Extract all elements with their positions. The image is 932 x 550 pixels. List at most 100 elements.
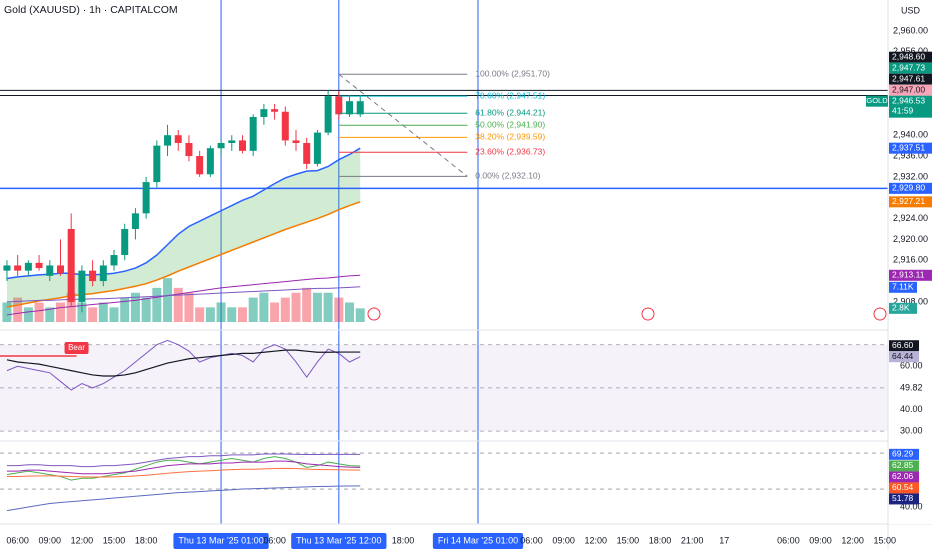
- x-tick-label: 06:00: [6, 535, 29, 545]
- y-tick-label: 40.00: [900, 501, 923, 511]
- candle-body: [206, 148, 214, 175]
- fib-label: 100.00% (2,951.70): [475, 68, 550, 78]
- candle-body: [174, 135, 182, 144]
- x-tick-label: 18:00: [392, 535, 415, 545]
- price-label: 2,948.60: [892, 51, 925, 61]
- fib-label: 50.00% (2,941.90): [475, 120, 545, 130]
- volume-bar: [173, 287, 183, 322]
- candle-body: [35, 262, 43, 269]
- volume-bar: [227, 307, 237, 322]
- volume-bar: [163, 278, 173, 322]
- candle-body: [164, 135, 172, 146]
- fib-trend: [338, 73, 468, 177]
- volume-bar: [248, 297, 258, 322]
- indicator-line: [6, 456, 361, 481]
- candle-body: [153, 145, 161, 183]
- price-label: 2,929.80: [892, 183, 925, 193]
- volume-bar: [34, 302, 44, 322]
- x-tick-label: 09:00: [39, 535, 62, 545]
- volume-bar: [98, 302, 108, 322]
- indicator-line: [6, 349, 361, 377]
- x-tick-label: Thu 13 Mar '25 12:00: [296, 535, 381, 545]
- candle-body: [260, 109, 268, 117]
- x-tick-highlight: [291, 533, 387, 549]
- price-label-box: [889, 269, 932, 281]
- fib-label: 78.60% (2,947.51): [475, 90, 545, 100]
- candle-body: [228, 140, 236, 144]
- indicator-line: [6, 485, 361, 512]
- countdown: 41:59: [892, 105, 914, 115]
- price-label: 2,937.51: [892, 142, 925, 152]
- volume-bar: [312, 292, 322, 322]
- volume-bar: [302, 287, 312, 322]
- indicator-label-box: [889, 448, 919, 460]
- overlay-line: [6, 274, 361, 316]
- indicator-label-box: [889, 471, 919, 483]
- overlay-line: [6, 201, 361, 308]
- fib-label: 61.80% (2,944.21): [475, 108, 545, 118]
- x-tick-label: 12:00: [584, 535, 607, 545]
- volume-bar: [184, 292, 194, 322]
- x-tick-label: 18:00: [135, 535, 158, 545]
- volume-bar: [237, 307, 247, 322]
- x-tick-label: 17: [719, 535, 729, 545]
- price-label-box: [889, 62, 932, 74]
- price-label: 2,927.21: [892, 196, 925, 206]
- y-tick-label: 2,924.00: [893, 213, 928, 223]
- volume-bar: [216, 302, 226, 322]
- candle-body: [346, 101, 354, 115]
- y-tick-label: 60.00: [900, 361, 923, 371]
- y-tick-label: 2,920.00: [893, 234, 928, 244]
- volume-bar: [205, 307, 215, 322]
- volume-bar: [270, 302, 280, 322]
- candle-body: [335, 96, 343, 115]
- volume-bar: [259, 292, 269, 322]
- y-tick-label: 2,960.00: [893, 25, 928, 35]
- volume-bar: [323, 292, 333, 322]
- candle-body: [313, 132, 321, 164]
- price-label-box: [889, 196, 932, 208]
- volume-bar: [13, 297, 23, 322]
- candle-body: [99, 265, 107, 282]
- candle-body: [196, 156, 204, 175]
- volume-label-box: [889, 281, 917, 293]
- volume-label: 2.8K: [892, 303, 910, 313]
- price-label-box: [889, 182, 932, 194]
- candle-body: [356, 101, 364, 115]
- indicator-label-box: [889, 340, 919, 352]
- x-tick-highlight: [432, 533, 524, 549]
- volume-label: 7.11K: [892, 282, 914, 292]
- x-tick-label: Fri 14 Mar '25 01:00: [438, 535, 518, 545]
- volume-bar: [120, 297, 130, 322]
- x-tick-label: 09:00: [552, 535, 575, 545]
- volume-bar: [345, 302, 355, 322]
- event-icon[interactable]: [873, 307, 887, 321]
- annotation-box: [64, 341, 89, 354]
- y-tick-label: 2,956.00: [893, 46, 928, 56]
- volume-bar: [280, 297, 290, 322]
- indicator-label-box: [889, 493, 919, 505]
- candle-body: [217, 143, 225, 149]
- currency: USD: [901, 5, 921, 15]
- y-tick-label: 2,940.00: [893, 130, 928, 140]
- symbol-tag: GOLD: [866, 96, 888, 105]
- event-icon[interactable]: [367, 307, 381, 321]
- event-icon[interactable]: [641, 307, 655, 321]
- x-tick-label: 06:00: [263, 535, 286, 545]
- candle-body: [24, 262, 32, 271]
- price-label-box: [889, 51, 932, 63]
- candle-body: [3, 265, 11, 271]
- candle-body: [142, 182, 150, 214]
- fib-label: 23.60% (2,936.73): [475, 146, 545, 156]
- volume-bar: [355, 308, 365, 322]
- candle-body: [46, 265, 54, 276]
- plot-layer: 100.00% (2,951.70) 78.60% (2,947.51) 61.80…: [0, 0, 888, 524]
- indicator-label-box: [889, 351, 919, 363]
- volume-label-box: [889, 302, 917, 314]
- candle-body: [67, 228, 75, 302]
- indicator-line: [6, 467, 361, 478]
- candle-body: [185, 143, 193, 157]
- axis-layer: 06:00 09:00 12:00 15:00 18:00 Thu 13 Mar '25 …: [6, 25, 932, 549]
- volume-bar: [291, 292, 301, 322]
